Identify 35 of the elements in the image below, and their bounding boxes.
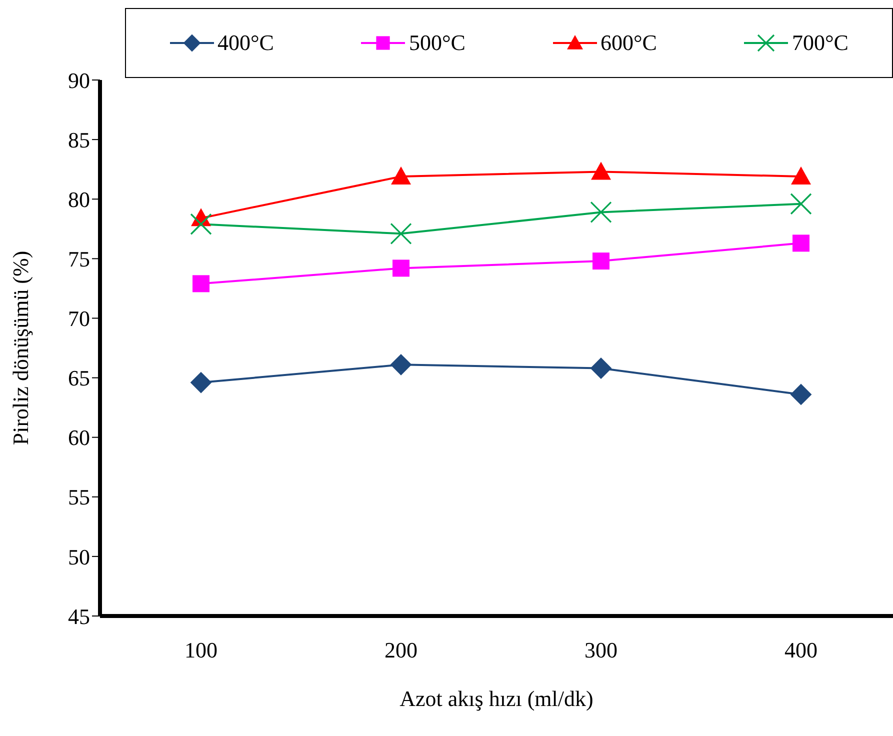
y-tick-label: 45: [68, 604, 90, 629]
point: [590, 358, 612, 379]
point: [391, 166, 411, 184]
y-tick-label: 50: [68, 544, 90, 570]
point: [590, 201, 612, 224]
point: [190, 372, 212, 394]
x-tick-label: 200: [384, 638, 418, 663]
x-tick-label: 100: [184, 638, 218, 663]
point: [392, 260, 410, 277]
y-tick-label: 85: [68, 127, 90, 152]
legend-label: 700°C: [792, 30, 848, 56]
point: [591, 162, 611, 180]
y-tick-label: 65: [68, 366, 90, 391]
x-axis-title: Azot akış hızı (ml/dk): [400, 686, 594, 711]
y-tick-label: 80: [68, 186, 90, 212]
point: [192, 275, 210, 292]
y-tick-label: 75: [68, 246, 90, 272]
y-axis-title: Piroliz dönüşümü (%): [8, 250, 33, 446]
legend-label: 400°C: [218, 30, 274, 56]
legend-label: 500°C: [409, 30, 466, 56]
y-tick-label: 55: [68, 484, 90, 510]
point: [190, 213, 212, 235]
point: [792, 234, 810, 252]
point: [390, 222, 412, 244]
y-tick-label: 90: [68, 68, 90, 93]
legend-label: 600°C: [600, 30, 657, 56]
x-tick-label: 300: [584, 638, 618, 663]
y-tick-label: 60: [68, 425, 90, 450]
point: [791, 166, 811, 184]
point: [790, 193, 812, 215]
y-tick-label: 70: [68, 306, 90, 332]
x-tick-label: 400: [784, 638, 818, 663]
point: [790, 384, 812, 405]
point: [390, 354, 412, 376]
point: [592, 252, 610, 270]
